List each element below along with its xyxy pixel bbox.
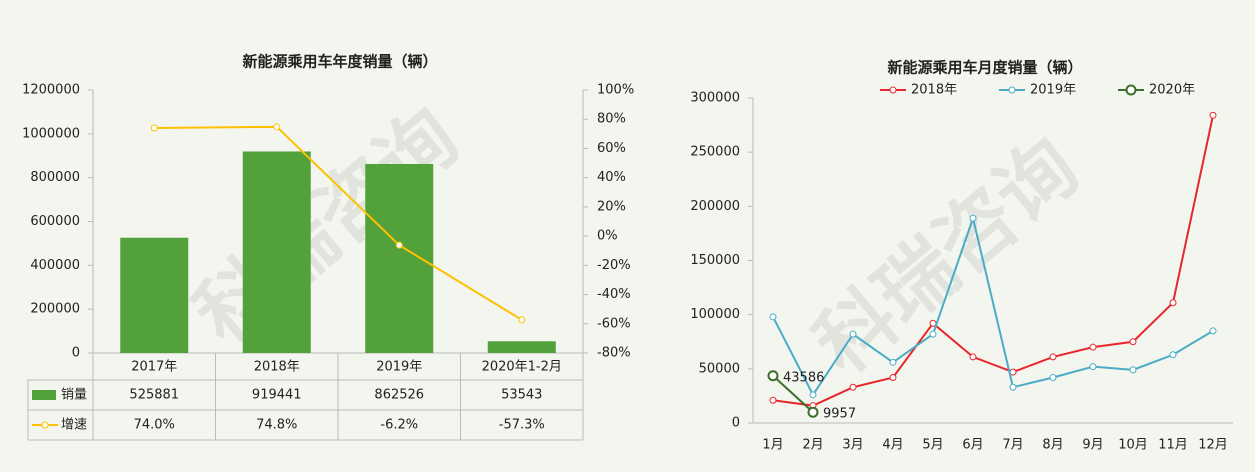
data-label: 9957 (823, 407, 856, 422)
point (1209, 111, 1217, 119)
x-tick-label: 10月 (1118, 438, 1148, 453)
legend-label: 增速 (61, 418, 87, 433)
y2-tick-label: 20% (597, 199, 626, 214)
y2-tick-label: 0% (597, 229, 618, 244)
table-value: 862526 (374, 388, 424, 403)
table-value: -6.2% (380, 418, 418, 433)
table-value: -57.3% (499, 418, 545, 433)
x-tick-label: 2月 (802, 438, 823, 453)
x-tick-label: 2018年 (254, 360, 300, 375)
legend-swatch (1125, 84, 1137, 96)
x-tick-label: 1月 (762, 438, 783, 453)
point (273, 123, 281, 131)
y-tick-label: 50000 (699, 361, 740, 376)
legend-label: 销量 (61, 388, 87, 403)
point (769, 396, 777, 404)
point (969, 353, 977, 361)
point (395, 241, 403, 249)
x-tick-label: 8月 (1042, 438, 1063, 453)
legend-swatch (1008, 86, 1016, 94)
y-tick-label: 0 (732, 416, 740, 431)
y-tick-label: 0 (72, 346, 80, 361)
point (1049, 353, 1057, 361)
x-tick-label: 2017年 (131, 360, 177, 375)
y-tick-label: 200000 (690, 199, 740, 214)
line (772, 375, 814, 413)
y-tick-label: 600000 (30, 214, 80, 229)
point (889, 358, 897, 366)
y-tick-label: 300000 (690, 91, 740, 106)
line (154, 125, 523, 321)
point (889, 374, 897, 381)
legend-label: 2020年 (1149, 83, 1195, 98)
point (969, 214, 977, 222)
bar (365, 163, 434, 353)
y-tick-label: 800000 (30, 170, 80, 185)
legend-label: 2018年 (911, 83, 957, 98)
y-tick-label: 400000 (30, 258, 80, 273)
y2-tick-label: -40% (597, 287, 631, 302)
table-value: 53543 (501, 388, 542, 403)
y-tick-label: 1200000 (22, 83, 80, 98)
chart-title: 新能源乘用车月度销量（辆） (887, 59, 1082, 77)
x-tick-label: 7月 (1002, 438, 1023, 453)
point (809, 391, 817, 399)
point (1129, 338, 1137, 346)
y-tick-label: 1000000 (22, 126, 80, 141)
y2-tick-label: 60% (597, 141, 626, 156)
y2-tick-label: -80% (597, 346, 631, 361)
y-tick-label: 150000 (690, 253, 740, 268)
x-tick-label: 12月 (1198, 438, 1228, 453)
y-tick-label: 250000 (690, 145, 740, 160)
point (1209, 327, 1217, 335)
y2-tick-label: 100% (597, 83, 634, 98)
y2-tick-label: 40% (597, 170, 626, 185)
table-value: 74.0% (134, 418, 175, 433)
point (1129, 366, 1137, 374)
x-tick-label: 4月 (882, 438, 903, 453)
x-tick-label: 11月 (1158, 438, 1188, 453)
point (807, 406, 819, 418)
point (1169, 299, 1177, 307)
y-tick-label: 100000 (690, 307, 740, 322)
point (849, 330, 857, 338)
chart-title: 新能源乘用车年度销量（辆） (242, 53, 437, 71)
point (1089, 343, 1097, 351)
legend-label: 2019年 (1030, 83, 1076, 98)
bar (120, 237, 189, 353)
line (772, 214, 1214, 397)
point (1169, 351, 1177, 359)
point (150, 124, 158, 132)
y-tick-label: 200000 (30, 302, 80, 317)
line (772, 115, 1214, 407)
point (1009, 383, 1017, 391)
bar (487, 341, 556, 353)
legend-swatch (32, 390, 56, 400)
point (767, 370, 779, 382)
point (849, 383, 857, 391)
table-value: 525881 (129, 388, 179, 403)
point (518, 316, 526, 324)
point (929, 330, 937, 338)
y2-tick-label: 80% (597, 112, 626, 127)
table-value: 74.8% (256, 418, 297, 433)
point (769, 313, 777, 321)
x-tick-label: 6月 (962, 438, 983, 453)
table-value: 919441 (252, 388, 302, 403)
y2-tick-label: -20% (597, 258, 631, 273)
x-tick-label: 9月 (1082, 438, 1103, 453)
x-tick-label: 5月 (922, 438, 943, 453)
point (1089, 363, 1097, 371)
point (1049, 374, 1057, 381)
legend-swatch (889, 86, 897, 94)
legend-swatch (41, 421, 49, 429)
data-label: 43586 (783, 370, 824, 385)
x-tick-label: 3月 (842, 438, 863, 453)
x-tick-label: 2019年 (376, 360, 422, 375)
bar (242, 151, 311, 353)
y2-tick-label: -60% (597, 316, 631, 331)
x-tick-label: 2020年1-2月 (482, 360, 562, 375)
